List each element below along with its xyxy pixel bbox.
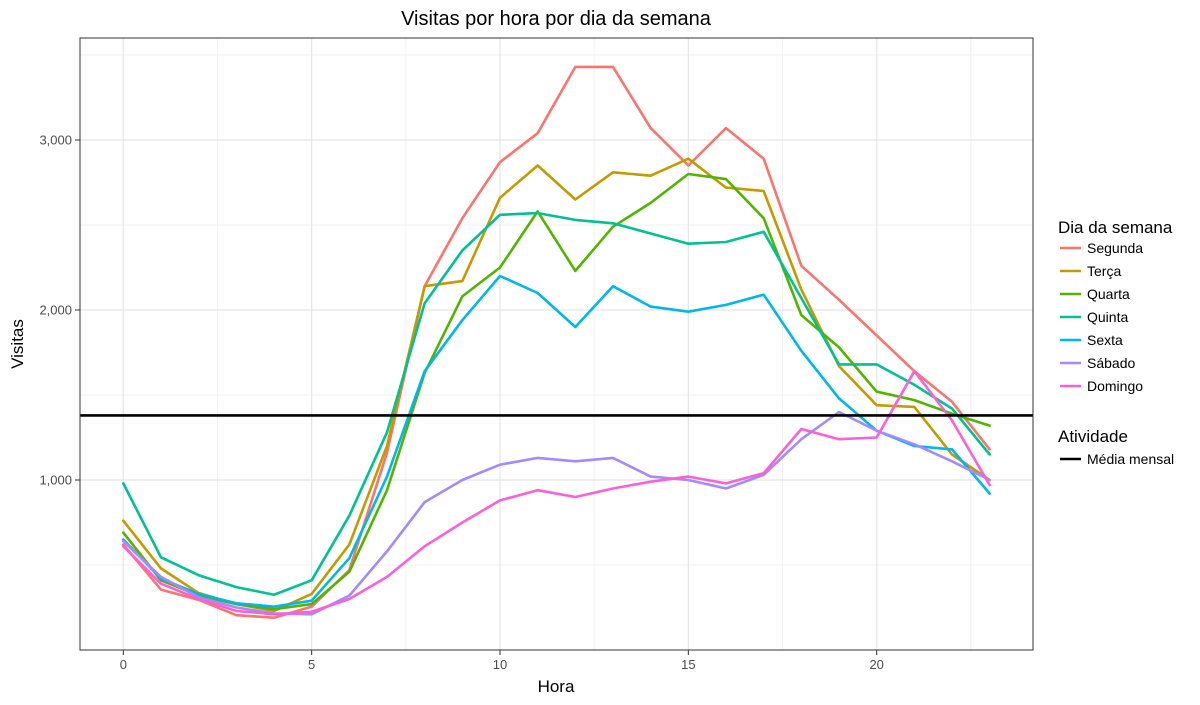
series-line-terça: [122, 157, 991, 613]
legend-item-sábado: Sábado: [1060, 355, 1135, 371]
chart-title: Visitas por hora por dia da semana: [401, 8, 712, 30]
series-line-sexta: [122, 274, 991, 608]
series-line-segunda: [122, 65, 991, 620]
x-tick-label: 0: [120, 657, 127, 672]
legend-label: Média mensal: [1087, 451, 1174, 467]
legend-item-domingo: Domingo: [1060, 378, 1143, 394]
legend-title-atividade: Atividade: [1058, 427, 1128, 446]
x-axis-label: Hora: [538, 677, 575, 696]
legend-item-quinta: Quinta: [1060, 309, 1128, 325]
legend-item-quarta: Quarta: [1060, 286, 1130, 302]
legend-label: Domingo: [1087, 378, 1143, 394]
legend-label: Sexta: [1087, 332, 1123, 348]
legend-item-media-mensal: Média mensal: [1060, 451, 1174, 467]
legend-label: Quinta: [1087, 309, 1128, 325]
x-tick-label: 15: [681, 657, 695, 672]
y-tick-label: 3,000: [39, 133, 72, 148]
legend-label: Quarta: [1087, 286, 1130, 302]
legend-title-dia-da-semana: Dia da semana: [1058, 218, 1173, 237]
legend: Dia da semana Segunda Terça Quarta Quinta Sex…: [1058, 218, 1174, 467]
series-line-quarta: [122, 172, 991, 611]
x-tick-label: 10: [493, 657, 507, 672]
legend-item-terça: Terça: [1060, 263, 1121, 279]
series-line-quinta: [122, 211, 991, 597]
legend-item-segunda: Segunda: [1060, 240, 1143, 256]
plot-panel: 0 5 10 15 20 1,000 2,000 3,000: [39, 37, 1034, 672]
legend-label: Terça: [1087, 263, 1121, 279]
y-axis-label: Visitas: [8, 319, 27, 369]
x-tick-label: 20: [869, 657, 883, 672]
x-tick-label: 5: [308, 657, 315, 672]
series-line-domingo: [122, 369, 991, 616]
plot-background: [80, 38, 1033, 650]
y-tick-label: 1,000: [39, 473, 72, 488]
legend-label: Segunda: [1087, 240, 1143, 256]
legend-item-sexta: Sexta: [1060, 332, 1123, 348]
y-tick-label: 2,000: [39, 303, 72, 318]
plot-border: [79, 37, 1034, 651]
legend-label: Sábado: [1087, 355, 1135, 371]
